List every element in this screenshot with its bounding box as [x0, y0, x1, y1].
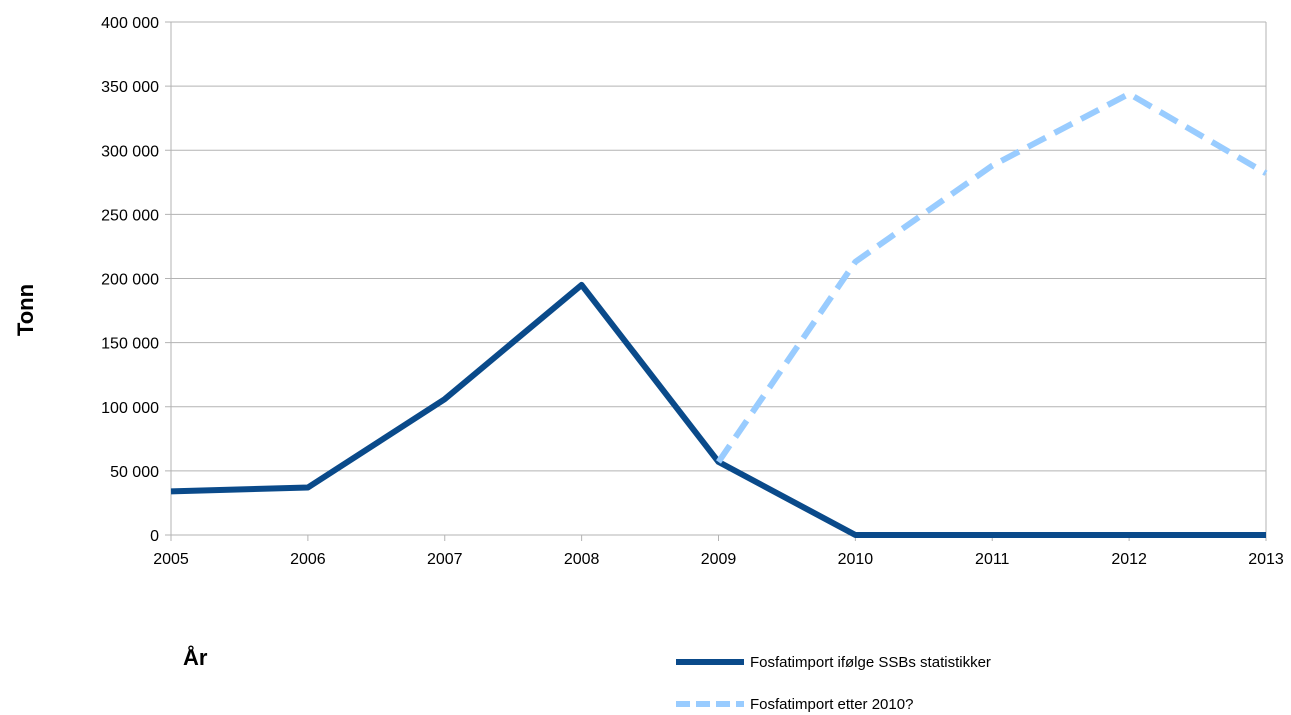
- x-tick-label: 2009: [701, 551, 737, 568]
- y-tick-label: 50 000: [110, 464, 159, 481]
- x-axis-ticks: 2005 2006 2007 2008 2009 2010 2011 2012 2013: [153, 535, 1284, 568]
- legend-label-1: Fosfatimport ifølge SSBs statistikker: [750, 654, 991, 671]
- y-tick-label: 150 000: [101, 336, 159, 353]
- x-tick-label: 2010: [838, 551, 874, 568]
- series-line-1: [170, 281, 1266, 538]
- x-tick-label: 2012: [1111, 551, 1147, 568]
- y-axis-title: Tonn: [13, 284, 38, 336]
- x-tick-label: 2013: [1248, 551, 1284, 568]
- y-tick-label: 100 000: [101, 400, 159, 417]
- y-tick-label: 300 000: [101, 143, 159, 160]
- x-tick-label: 2007: [427, 551, 463, 568]
- x-axis-title: År: [183, 644, 208, 670]
- series-lines: [170, 90, 1268, 538]
- series-line-2: [716, 90, 1268, 464]
- y-tick-label: 0: [150, 528, 159, 545]
- y-axis-ticks: 0 50 000 100 000 150 000 200 000 250 000 300 0…: [101, 15, 171, 545]
- gridlines: [171, 21, 1266, 536]
- x-tick-label: 2011: [975, 551, 1010, 568]
- legend: Fosfatimport ifølge SSBs statistikker Fos…: [676, 654, 991, 713]
- y-tick-label: 350 000: [101, 79, 159, 96]
- x-tick-label: 2008: [564, 551, 600, 568]
- y-tick-label: 400 000: [101, 15, 159, 32]
- legend-label-2: Fosfatimport etter 2010?: [750, 696, 913, 713]
- x-tick-label: 2006: [290, 551, 326, 568]
- x-tick-label: 2005: [153, 551, 189, 568]
- y-tick-label: 200 000: [101, 272, 159, 289]
- y-tick-label: 250 000: [101, 207, 159, 224]
